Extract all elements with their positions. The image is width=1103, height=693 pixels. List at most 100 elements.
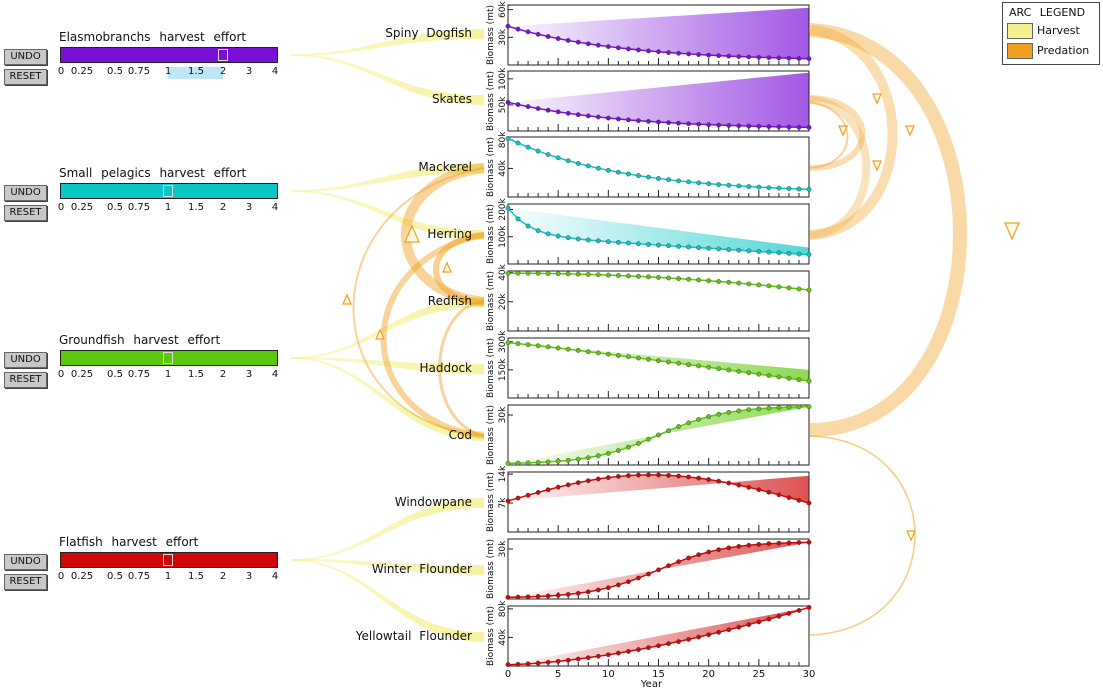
slider-tick-label: 0.5 xyxy=(107,369,123,380)
biomass-point xyxy=(535,270,541,276)
biomass-point xyxy=(706,364,712,370)
elasmobranchs-reset-button[interactable]: RESET xyxy=(4,69,47,85)
biomass-point xyxy=(776,185,782,191)
slider-tick-label: 0.5 xyxy=(107,202,123,213)
biomass-point xyxy=(796,377,802,383)
biomass-point xyxy=(746,184,752,189)
biomass-point xyxy=(726,367,732,373)
groundfish-slider-ticks: 0 0.25 0.5 0.75 1 1.5 2 3 4 xyxy=(0,369,290,383)
biomass-point xyxy=(615,273,621,278)
biomass-point xyxy=(585,478,591,484)
biomass-point xyxy=(525,342,531,348)
small-pelagics-undo-button[interactable]: UNDO xyxy=(4,185,47,201)
legend-predation-swatch xyxy=(1007,43,1033,59)
biomass-point xyxy=(796,124,802,130)
biomass-point xyxy=(696,52,702,57)
y-tick-label: 100k xyxy=(498,67,508,90)
biomass-point xyxy=(525,270,531,276)
biomass-point xyxy=(786,285,792,291)
harvest-arc xyxy=(291,297,484,359)
biomass-point xyxy=(786,495,792,500)
groundfish-reset-button[interactable]: RESET xyxy=(4,372,47,388)
y-tick-label: 300k xyxy=(498,330,508,353)
biomass-point xyxy=(726,123,732,128)
biomass-point xyxy=(605,652,611,658)
biomass-point xyxy=(515,140,521,146)
biomass-point xyxy=(706,414,712,419)
biomass-point xyxy=(505,99,511,105)
biomass-point xyxy=(776,540,782,546)
small-pelagics-slider-thumb[interactable] xyxy=(163,185,173,197)
biomass-point xyxy=(565,457,571,463)
biomass-point xyxy=(636,355,641,361)
biomass-point xyxy=(636,173,641,179)
groundfish-effort-slider[interactable] xyxy=(60,350,278,366)
biomass-point xyxy=(796,186,802,192)
biomass-point xyxy=(505,205,511,211)
biomass-point xyxy=(686,244,691,250)
biomass-point xyxy=(656,275,661,280)
biomass-point xyxy=(796,251,802,257)
biomass-point xyxy=(756,54,762,60)
biomass-point xyxy=(796,286,802,292)
small-pelagics-effort-slider[interactable] xyxy=(60,183,278,199)
y-tick-label: 40k xyxy=(498,159,508,176)
y-axis-label: Biomass (mt) xyxy=(486,271,496,331)
biomass-point xyxy=(696,552,702,558)
flatfish-reset-button[interactable]: RESET xyxy=(4,574,47,590)
elasmobranchs-slider-thumb[interactable] xyxy=(218,49,228,61)
biomass-point xyxy=(686,636,691,642)
biomass-point xyxy=(615,650,621,656)
biomass-point xyxy=(806,125,812,130)
biomass-point xyxy=(545,107,551,113)
y-tick-label: 7k xyxy=(498,497,508,509)
groundfish-undo-button[interactable]: UNDO xyxy=(4,352,47,368)
biomass-point xyxy=(756,541,762,547)
predation-arrow-icon xyxy=(905,125,915,137)
slider-tick-label: 1.5 xyxy=(188,369,204,380)
flatfish-effort-slider[interactable] xyxy=(60,552,278,568)
flatfish-slider-thumb[interactable] xyxy=(163,554,173,566)
biomass-point xyxy=(776,124,782,130)
predation-arrow-icon xyxy=(838,125,848,137)
biomass-point xyxy=(545,344,551,350)
biomass-point xyxy=(535,660,541,666)
legend-title: ARC LEGEND xyxy=(1009,6,1086,19)
small-pelagics-reset-button[interactable]: RESET xyxy=(4,205,47,221)
biomass-point xyxy=(535,31,541,37)
biomass-point xyxy=(786,250,792,256)
biomass-point xyxy=(525,104,531,110)
biomass-point xyxy=(595,42,601,48)
biomass-point xyxy=(636,441,641,446)
flatfish-undo-button[interactable]: UNDO xyxy=(4,554,47,570)
biomass-point xyxy=(646,48,651,54)
flatfish-control: Flatfish harvest effort UNDO RESET 0 0.25 0.5… xyxy=(0,535,290,595)
biomass-point xyxy=(686,276,691,282)
elasmobranchs-effort-slider[interactable] xyxy=(60,47,278,63)
biomass-point xyxy=(676,276,681,281)
slider-tick-label: 2 xyxy=(219,66,227,77)
elasmobranchs-slider-ticks: 0 0.25 0.5 0.75 1 1.5 2 3 4 xyxy=(0,66,290,80)
biomass-point xyxy=(806,500,812,506)
biomass-point xyxy=(585,455,591,461)
elasmobranchs-undo-button[interactable]: UNDO xyxy=(4,49,47,65)
biomass-point xyxy=(666,50,671,55)
slider-tick-label: 3 xyxy=(245,571,253,582)
biomass-point xyxy=(646,436,651,442)
y-tick-label: 14k xyxy=(498,465,508,482)
biomass-point xyxy=(515,594,521,600)
biomass-point xyxy=(575,161,581,166)
biomass-point xyxy=(786,186,792,191)
biomass-point xyxy=(756,487,762,493)
biomass-point xyxy=(736,54,742,59)
biomass-point xyxy=(565,346,571,352)
biomass-point xyxy=(505,594,511,600)
biomass-point xyxy=(806,186,812,192)
biomass-point xyxy=(515,661,521,667)
biomass-point xyxy=(756,123,762,129)
biomass-point xyxy=(776,55,782,61)
biomass-point xyxy=(636,575,641,581)
groundfish-slider-thumb[interactable] xyxy=(163,352,173,364)
